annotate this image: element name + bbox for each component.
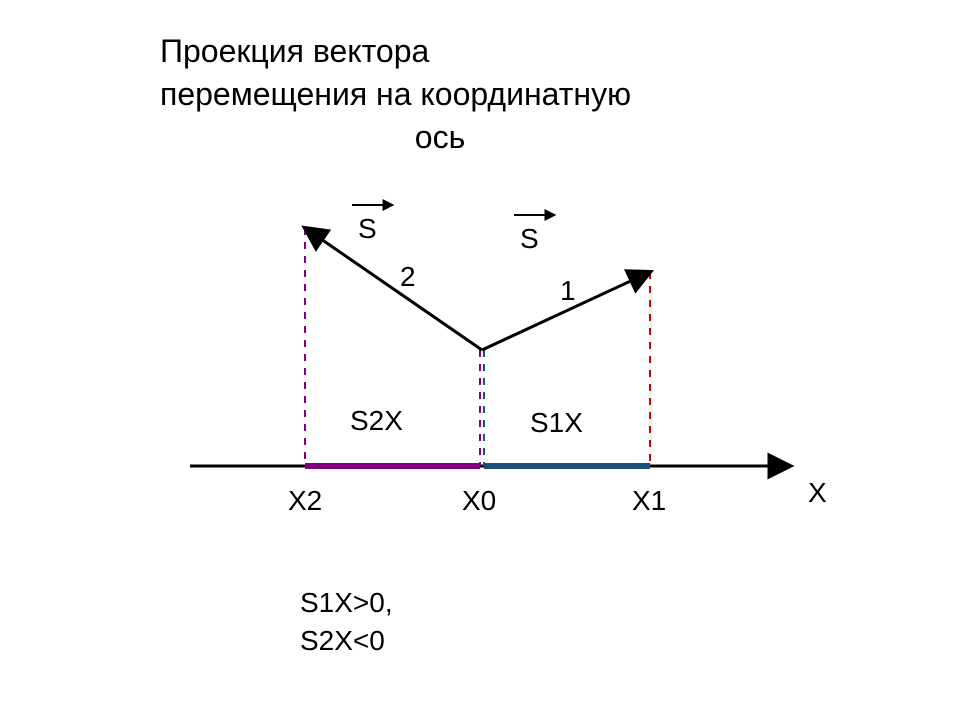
label-s1-sub: 1 — [560, 275, 576, 306]
vector-s2 — [305, 228, 482, 350]
label-s2x: S2X — [350, 405, 403, 436]
label-s2-sub: 2 — [400, 261, 416, 292]
label-s1x: S1X — [530, 407, 583, 438]
note-line-2: S2X<0 — [300, 625, 385, 656]
note-line-1: S1X>0, — [300, 587, 393, 618]
tick-x1: X1 — [632, 485, 666, 516]
tick-x2: X2 — [288, 485, 322, 516]
label-s1: S — [520, 223, 539, 254]
tick-x0: X0 — [462, 485, 496, 516]
label-s2: S — [358, 213, 377, 244]
vector-projection-diagram: X S 2 S 1 S2X S1X X2 X0 X1 S1X>0, S2X<0 — [0, 0, 960, 720]
x-axis-label: X — [808, 477, 827, 508]
